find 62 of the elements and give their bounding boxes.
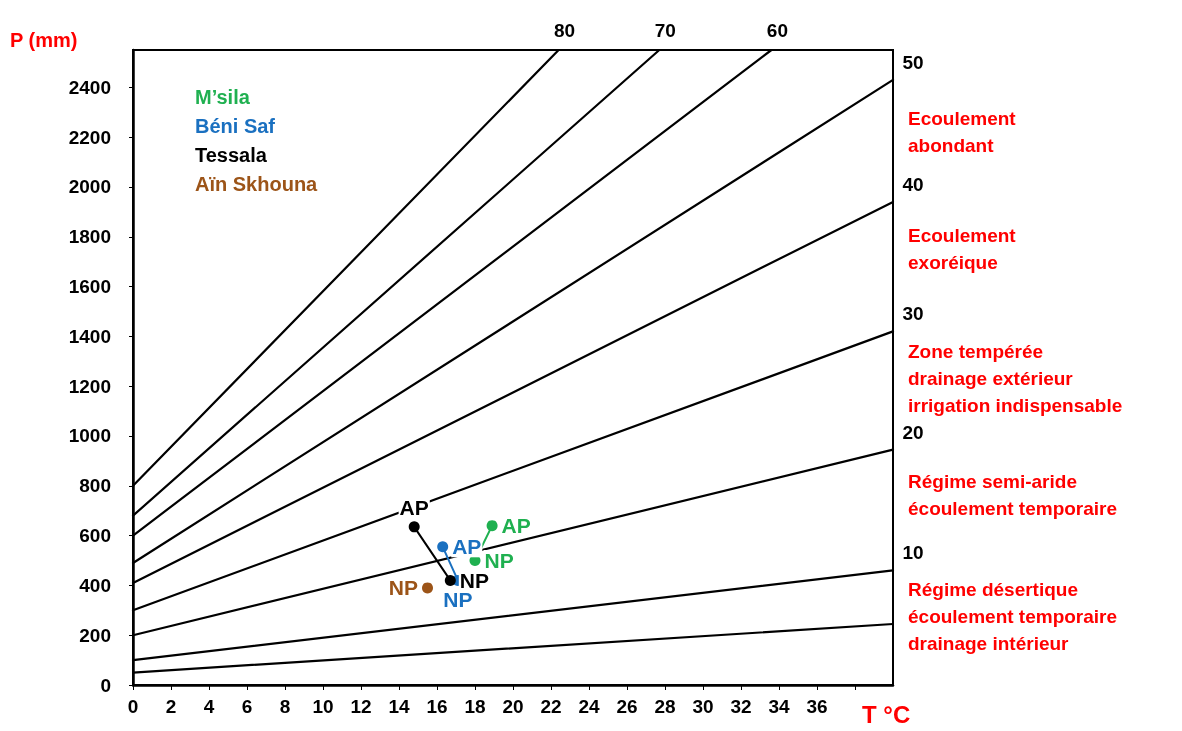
text: Zone tempérée drainage extérieur irrigation indispensable	[908, 341, 1123, 416]
y-tick-label: 2000	[68, 176, 111, 198]
annotation: 70	[654, 20, 676, 41]
point	[437, 541, 449, 553]
y-tick-label: 600	[79, 525, 111, 547]
data-label: NP	[459, 568, 489, 592]
x-tick-label: 30	[692, 696, 714, 717]
point	[422, 582, 433, 594]
data-label: AP	[501, 514, 531, 538]
y-tick-label: 800	[79, 475, 111, 497]
x-tick-label: 26	[616, 696, 638, 717]
data-label: NP	[484, 548, 514, 572]
text: M’sila	[195, 86, 251, 108]
y-tick-label: 1800	[68, 226, 111, 248]
text: Ecoulement abondant	[908, 108, 1017, 156]
annotation: 40	[902, 173, 924, 195]
text: Béni Saf	[195, 115, 276, 137]
point	[408, 521, 420, 533]
text: Aïn Skhouna	[195, 173, 319, 195]
x-tick-label: 20	[502, 696, 524, 717]
y-tick-label: 2400	[68, 76, 111, 98]
x-tick-label: 22	[540, 696, 562, 717]
x-tick-label: 0	[127, 696, 139, 717]
x-tick-label: 16	[426, 696, 448, 717]
x-axis-title: T °C	[862, 700, 911, 728]
annotation: 20	[902, 421, 924, 443]
x-tick-label: 28	[654, 696, 676, 717]
x-tick-label: 24	[578, 696, 600, 717]
x-tick-label: 6	[241, 696, 253, 717]
point	[444, 574, 456, 586]
y-tick-label: 1400	[68, 325, 111, 347]
y-tick-label: 1600	[68, 276, 111, 298]
text: Tessala	[195, 144, 268, 166]
x-tick-label: 14	[388, 696, 410, 717]
text: Régime semi-aride écoulement temporaire	[908, 471, 1118, 519]
annotation: 60	[766, 20, 788, 41]
x-tick-label: 12	[350, 696, 372, 717]
data-label: NP	[388, 576, 418, 600]
y-tick-label: 1200	[68, 375, 111, 397]
data-label: AP	[452, 535, 482, 559]
y-tick-label: 1000	[68, 425, 111, 447]
x-tick-label: 8	[279, 696, 291, 717]
y-tick-label: 2200	[68, 126, 111, 148]
x-tick-label: 36	[806, 696, 828, 717]
x-tick-label: 2	[165, 696, 177, 717]
text: Ecoulement exoréique	[908, 225, 1017, 273]
x-tick-label: 10	[312, 696, 334, 717]
point	[486, 520, 498, 532]
data-label: AP	[399, 496, 429, 520]
annotation: 30	[902, 303, 924, 325]
x-tick-label: 34	[768, 696, 790, 717]
annotation: 50	[902, 51, 924, 73]
y-axis-title: P (mm)	[10, 29, 78, 51]
x-tick-label: 4	[203, 696, 215, 717]
text: Régime désertique écoulement temporaire drainage intérieur	[908, 579, 1118, 654]
annotation: 80	[554, 20, 576, 41]
y-tick-label: 200	[79, 624, 111, 646]
x-tick-label: 18	[464, 696, 486, 717]
x-tick-label: 32	[730, 696, 752, 717]
y-tick-label: 400	[79, 574, 111, 596]
y-tick-label: 0	[100, 674, 111, 696]
annotation: 10	[902, 542, 924, 564]
